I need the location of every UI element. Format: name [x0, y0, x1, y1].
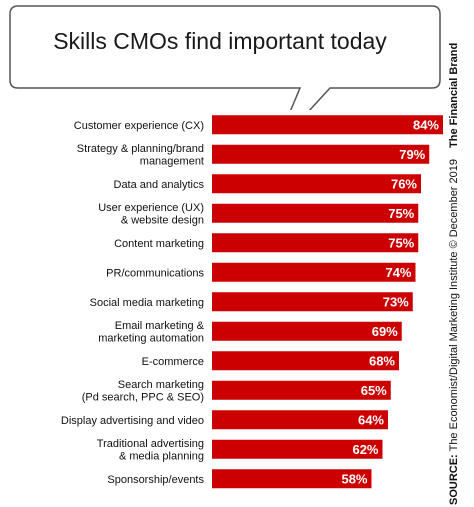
chart-title: Skills CMOs find important today: [53, 28, 387, 54]
category-label: Sponsorship/events: [107, 474, 204, 486]
bar: [212, 469, 372, 489]
category-label: Data and analytics: [114, 179, 205, 191]
bar-value-label: 62%: [352, 442, 378, 457]
category-label: Traditional advertising & media planning: [97, 438, 204, 463]
bar-value-label: 75%: [388, 206, 414, 221]
bar-value-label: 74%: [385, 265, 411, 280]
source-credit: SOURCE: The Economist/Digital Marketing …: [448, 43, 460, 505]
bar: [212, 203, 419, 223]
brand-name: The Financial Brand: [448, 42, 460, 148]
bar-value-label: 64%: [358, 412, 384, 427]
bar: [212, 262, 416, 282]
source-text: The Economist/Digital Marketing Institut…: [448, 159, 460, 452]
bar-value-label: 76%: [391, 176, 417, 191]
bar: [212, 380, 391, 400]
category-label: Content marketing: [114, 238, 204, 250]
bar: [212, 439, 383, 459]
bar: [212, 410, 388, 430]
category-label: Customer experience (CX): [74, 120, 204, 132]
bar: [212, 292, 413, 312]
category-label: Social media marketing: [90, 297, 204, 309]
bar-value-label: 84%: [413, 117, 439, 132]
category-label: Display advertising and video: [61, 415, 204, 427]
category-label: E-commerce: [142, 356, 204, 368]
bar: [212, 321, 402, 341]
bar-value-label: 69%: [372, 324, 398, 339]
category-label: Email marketing & marketing automation: [98, 320, 204, 345]
bar-value-label: 75%: [388, 235, 414, 250]
bar-value-label: 65%: [361, 383, 387, 398]
bar-value-label: 68%: [369, 353, 395, 368]
bar-value-label: 58%: [341, 471, 367, 486]
bar-value-label: 79%: [399, 147, 425, 162]
category-label: User experience (UX) & website design: [98, 202, 204, 227]
bar: [212, 144, 430, 164]
bar: [212, 174, 421, 194]
category-label: PR/communications: [106, 267, 204, 279]
category-label: Search marketing (Pd search, PPC & SEO): [82, 379, 204, 404]
title-speech-bubble: [9, 5, 441, 110]
source-label: SOURCE:: [448, 454, 460, 505]
category-label: Strategy & planning/brand management: [77, 143, 204, 168]
bar-value-label: 73%: [383, 294, 409, 309]
bar: [212, 115, 443, 135]
bar: [212, 351, 399, 371]
bar: [212, 233, 419, 253]
